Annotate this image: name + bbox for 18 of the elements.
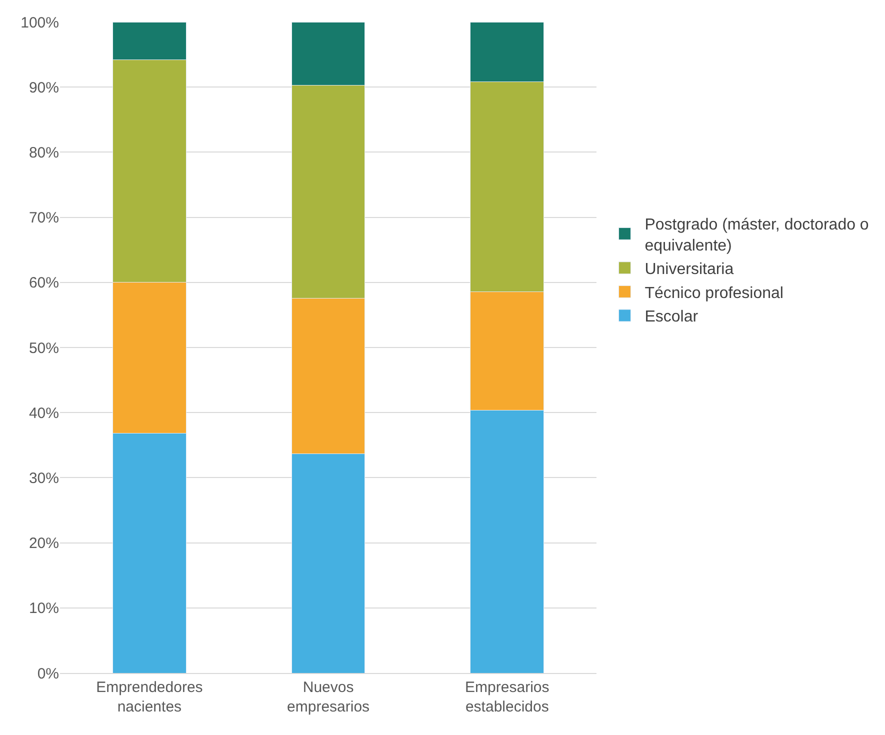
y-tick-label: 90% [28,79,59,96]
x-tick-label: Nuevos empresarios [287,679,370,716]
y-tick-label: 100% [20,14,59,32]
y-tick-label: 40% [28,404,59,422]
y-tick-label: 20% [28,535,59,552]
legend-label: Escolar [644,308,699,326]
legend-label: Postgrado (máster, doctorado o equivalente) [644,216,869,254]
y-tick-label: 70% [28,210,59,227]
y-tick-label: 50% [28,340,59,357]
x-tick-label: Empresarios establecidos [465,679,550,716]
y-tick-label: 80% [28,144,59,162]
y-tick-label: 10% [28,600,59,618]
y-tick-label: 0% [37,665,59,682]
legend-label: Universitaria [644,261,734,278]
legend-label: Técnico profesional [644,284,784,302]
x-tick-label: Emprendedores nacientes [96,679,203,716]
y-tick-label: 60% [28,274,59,292]
y-tick-label: 30% [28,470,59,487]
